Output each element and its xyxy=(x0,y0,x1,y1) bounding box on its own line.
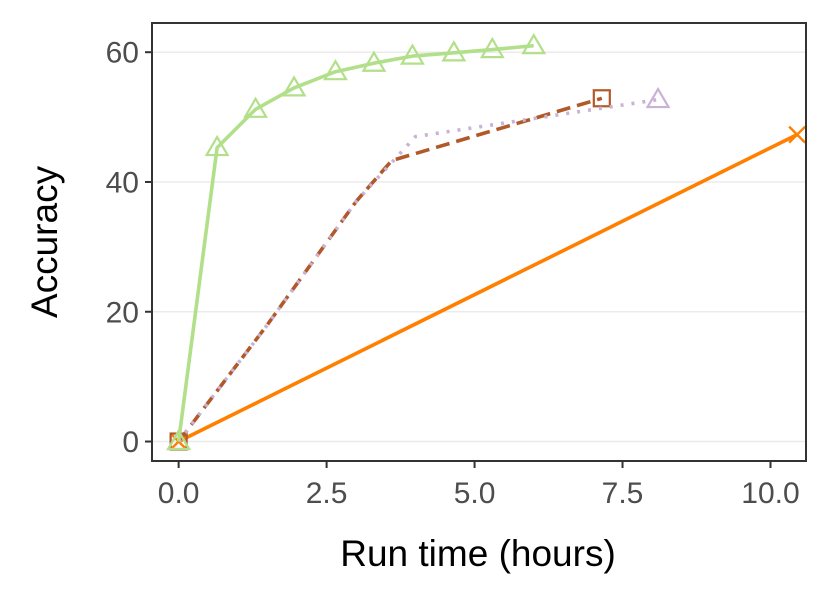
triangle-marker xyxy=(323,58,348,81)
y-axis: 0 20 40 60 xyxy=(106,37,152,459)
x-tick-label: 0.0 xyxy=(158,477,200,510)
triangle-marker xyxy=(166,428,192,451)
series-line xyxy=(176,43,534,442)
triangle-marker xyxy=(400,43,425,65)
y-tick-label: 0 xyxy=(122,426,139,459)
y-tick-label: 60 xyxy=(106,37,139,70)
triangle-marker xyxy=(441,40,467,62)
series-line xyxy=(177,132,798,444)
x-tick-label: 10.0 xyxy=(741,477,799,510)
x-axis-title: Run time (hours) xyxy=(340,533,616,574)
series-layer xyxy=(166,33,806,451)
x-tick-label: 5.0 xyxy=(454,477,496,510)
plot-panel-border xyxy=(151,22,807,462)
series-3 xyxy=(166,33,547,451)
triangle-marker xyxy=(479,36,505,59)
triangle-marker xyxy=(204,134,230,157)
x-tick-label: 7.5 xyxy=(602,477,644,510)
y-axis-title: Accuracy xyxy=(24,165,65,318)
triangle-marker xyxy=(645,86,671,109)
triangle-marker xyxy=(243,96,268,118)
x-marker xyxy=(788,125,806,144)
x-axis: 0.0 2.5 5.0 7.5 10.0 xyxy=(158,461,800,510)
triangle-marker xyxy=(361,50,387,72)
square-marker xyxy=(592,89,611,108)
triangle-marker xyxy=(521,33,547,55)
x-tick-label: 2.5 xyxy=(306,477,348,510)
series-line xyxy=(177,97,659,443)
y-tick-label: 20 xyxy=(106,296,139,329)
triangle-marker xyxy=(281,75,307,97)
y-tick-label: 40 xyxy=(106,166,139,199)
